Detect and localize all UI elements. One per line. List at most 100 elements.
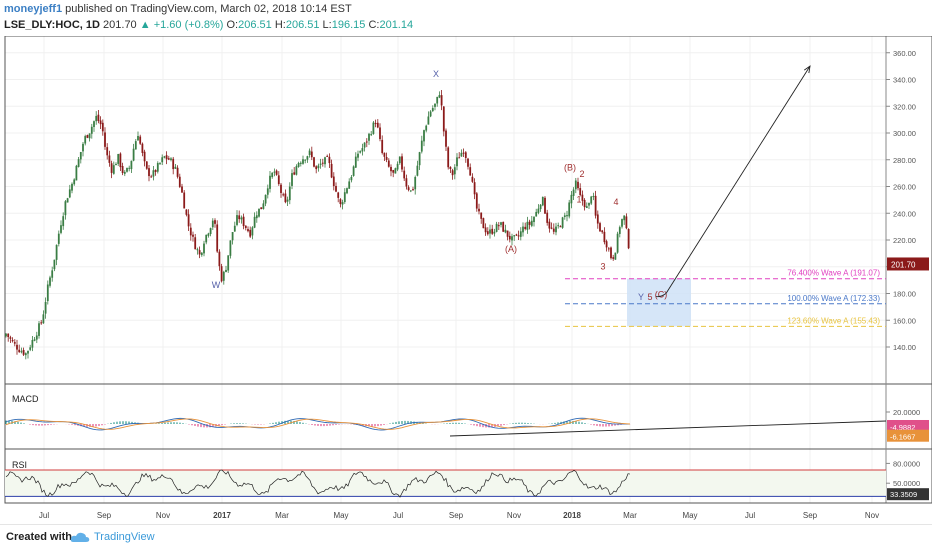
candle-body — [418, 152, 421, 166]
candle-body — [194, 237, 197, 250]
candle-body — [497, 225, 500, 227]
open-value: 206.51 — [238, 19, 272, 31]
candle-body — [145, 161, 148, 169]
macd-line — [5, 417, 631, 431]
candle-body — [374, 123, 377, 125]
candle-body — [302, 159, 304, 164]
author-name[interactable]: moneyjeff1 — [4, 3, 63, 15]
candle-body — [363, 142, 366, 148]
candle-body — [57, 233, 60, 244]
last-price-tag — [887, 257, 929, 271]
chart-area[interactable]: 76.400% Wave A (191.07) 100.00% Wave A (1… — [0, 36, 932, 524]
candle-body — [31, 340, 34, 348]
candle-body — [141, 143, 144, 153]
candle-body — [5, 333, 7, 337]
candle-body — [601, 230, 604, 233]
open-label: O: — [226, 19, 239, 31]
candle-body — [502, 221, 505, 232]
macd-trendline — [449, 420, 887, 437]
candle-body — [500, 222, 502, 225]
candle-body — [436, 96, 439, 104]
candle-body — [590, 196, 593, 204]
candle-body — [456, 157, 458, 167]
candle-body — [143, 151, 146, 162]
candle-body — [599, 223, 601, 232]
candle-body — [350, 176, 353, 181]
candle-body — [11, 339, 14, 342]
fib-levels: 76.400% Wave A (191.07) 100.00% Wave A (1… — [565, 269, 886, 327]
candle-body — [24, 353, 27, 356]
candle-body — [475, 193, 478, 209]
candle-body — [216, 224, 219, 252]
candle-body — [568, 202, 571, 217]
candle-body — [55, 244, 58, 260]
time-tick-label: Jul — [745, 511, 755, 520]
candle-body — [451, 170, 454, 176]
candle-body — [449, 166, 452, 169]
candle-body — [233, 225, 236, 232]
candle-body — [442, 106, 445, 132]
grid-lines — [5, 36, 886, 503]
time-tick-label: Nov — [865, 511, 879, 520]
change-up-icon: ▲ — [139, 19, 151, 31]
candle-body — [519, 231, 522, 237]
candle-body — [137, 135, 139, 141]
candle-body — [625, 216, 628, 229]
low-value: 196.15 — [331, 19, 366, 31]
candle-body — [361, 148, 364, 152]
candle-body — [440, 95, 443, 106]
candle-body — [447, 147, 450, 168]
candle-body — [306, 156, 309, 160]
candle-body — [46, 284, 49, 302]
candle-body — [229, 240, 232, 256]
macd-value-tag — [887, 419, 929, 432]
candle-body — [77, 159, 80, 167]
candle-body — [431, 108, 434, 112]
high-value: 206.51 — [285, 19, 320, 31]
candle-body — [271, 172, 274, 178]
rsi-value-label: 33.3509 — [890, 490, 917, 499]
candle-body — [280, 184, 282, 193]
candle-body — [484, 227, 487, 233]
candle-body — [187, 214, 190, 227]
price-tick-label: 220.00 — [893, 236, 916, 245]
candle-body — [343, 192, 346, 203]
candle-body — [607, 248, 610, 250]
candle-body — [86, 135, 89, 138]
wave-label: 2 — [579, 169, 584, 179]
rsi-tick-label: 50.0000 — [893, 479, 920, 488]
candle-body — [104, 132, 106, 147]
candle-body — [119, 153, 122, 168]
candle-body — [354, 156, 357, 168]
candle-body — [207, 233, 210, 236]
candle-body — [427, 116, 430, 125]
candle-body — [240, 217, 243, 220]
candle-body — [581, 194, 584, 201]
candle-body — [616, 233, 619, 253]
candle-body — [379, 127, 381, 140]
candle-body — [7, 333, 10, 338]
wave-label: Y — [638, 292, 644, 302]
candle-body — [409, 190, 412, 192]
candle-body — [130, 160, 133, 170]
candle-body — [398, 156, 401, 164]
candle-body — [596, 214, 599, 224]
tradingview-brand[interactable]: TradingView — [94, 531, 155, 543]
price-tick-label: 180.00 — [893, 290, 916, 299]
candle-body — [346, 188, 348, 194]
candle-body — [117, 154, 120, 164]
candle-body — [335, 185, 337, 192]
macd-value-label: -4.9882 — [890, 423, 915, 432]
candle-body — [357, 153, 359, 158]
candle-body — [381, 139, 384, 153]
projection-arrow — [655, 65, 811, 298]
candle-body — [112, 165, 115, 174]
wave-label: 3 — [600, 261, 605, 271]
candle-body — [176, 167, 179, 177]
price-axes: 380.00360.00340.00320.00300.00280.00260.… — [886, 49, 929, 501]
candle-body — [88, 133, 91, 139]
candle-body — [123, 171, 126, 174]
candle-body — [148, 168, 150, 177]
candle-body — [588, 202, 590, 206]
rsi-pane: RSI — [5, 460, 886, 498]
